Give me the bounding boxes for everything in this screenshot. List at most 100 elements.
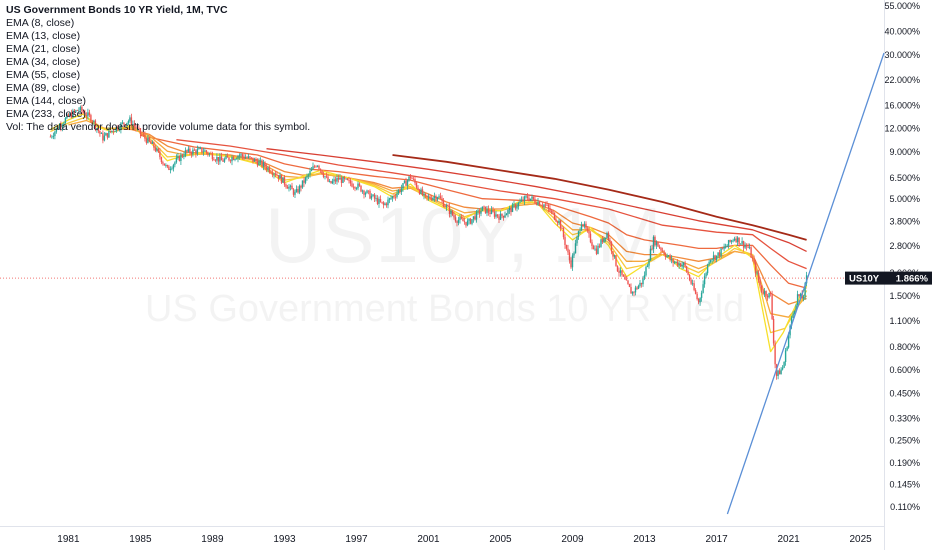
candle-body — [93, 120, 95, 122]
candle-body — [339, 177, 341, 180]
candle-body — [136, 127, 139, 129]
candle-body — [769, 292, 772, 294]
candle-body — [186, 150, 188, 152]
candle-body — [370, 195, 373, 199]
candle-body — [556, 221, 559, 223]
candle-body — [585, 223, 587, 229]
candle-body — [688, 274, 691, 280]
candle-body — [288, 186, 290, 189]
candle-body — [210, 153, 212, 155]
candle-body — [525, 196, 527, 198]
candle-body — [351, 183, 353, 187]
candle-body — [561, 228, 563, 229]
candle-body — [744, 245, 746, 248]
candle-body — [175, 158, 178, 163]
legend-ema-21[interactable]: EMA (21, close) — [6, 43, 81, 55]
candle-body — [195, 150, 197, 154]
candle-body — [330, 181, 332, 184]
legend-ema-13[interactable]: EMA (13, close) — [6, 30, 81, 42]
candle-body — [705, 273, 707, 277]
candle-body — [423, 193, 425, 196]
legend-ema-89[interactable]: EMA (89, close) — [6, 82, 81, 94]
candle-body — [382, 202, 385, 205]
candle-body — [573, 253, 575, 256]
candle-body — [102, 133, 104, 141]
ema-line-8[interactable] — [392, 154, 807, 241]
candle-body — [421, 189, 424, 196]
candle-body — [678, 263, 680, 266]
candle-body — [396, 193, 398, 197]
candle-body — [216, 157, 218, 161]
candle-body — [132, 124, 134, 125]
candle-body — [520, 199, 523, 202]
candle-body — [786, 347, 788, 351]
candle-body — [486, 209, 488, 214]
legend-ema-55[interactable]: EMA (55, close) — [6, 69, 81, 81]
candle-body — [502, 215, 505, 218]
candle-body — [757, 272, 760, 281]
candle-body — [553, 212, 556, 220]
candle-body — [397, 190, 400, 194]
candle-body — [529, 198, 532, 201]
legend-ema-233[interactable]: EMA (233, close) — [6, 108, 86, 120]
trendline[interactable] — [726, 52, 885, 515]
candle-body — [54, 131, 56, 136]
candle-body — [94, 120, 97, 129]
candle-body — [426, 195, 428, 197]
legend-title[interactable]: US Government Bonds 10 YR Yield, 1M, TVC — [6, 4, 228, 16]
candle-body — [595, 248, 598, 254]
candle-body — [169, 169, 172, 170]
candle-body — [417, 187, 419, 190]
candle-body — [610, 242, 613, 252]
candle-body — [466, 220, 469, 226]
current-price-tag[interactable]: US10Y 1.866% — [845, 271, 932, 285]
candle-body — [676, 261, 679, 266]
candle-body — [504, 215, 506, 218]
legend-ema-34[interactable]: EMA (34, close) — [6, 56, 81, 68]
candle-body — [568, 252, 571, 261]
candle-body — [618, 271, 620, 273]
candle-body — [712, 255, 715, 260]
candle-body — [541, 205, 544, 207]
candle-body — [798, 294, 800, 296]
candle-body — [193, 149, 196, 151]
candle-body — [762, 292, 764, 294]
legend-ema-144[interactable]: EMA (144, close) — [6, 95, 86, 107]
candle-body — [148, 137, 151, 142]
candle-body — [649, 248, 652, 261]
candle-body — [718, 252, 721, 256]
candle-body — [334, 179, 337, 182]
candle-body — [537, 201, 539, 205]
ema-line-7[interactable] — [266, 148, 807, 252]
candle-body — [378, 199, 380, 204]
candle-body — [621, 270, 623, 275]
candle-body — [523, 196, 526, 202]
candle-body — [745, 245, 748, 247]
candle-body — [255, 159, 257, 162]
ema-line-1[interactable] — [50, 113, 808, 353]
price-axis-tick-label: 0.450% — [889, 388, 920, 398]
legend-ema-8[interactable]: EMA (8, close) — [6, 17, 75, 29]
candle-body — [711, 259, 713, 261]
time-axis-tick-label: 2013 — [633, 534, 656, 545]
candle-body — [367, 190, 370, 192]
candle-body — [357, 183, 359, 189]
ema-line-6[interactable] — [176, 139, 807, 270]
candle-body — [376, 198, 379, 204]
candle-body — [514, 204, 517, 209]
candle-body — [204, 150, 206, 152]
candle-body — [166, 165, 169, 167]
candle-body — [778, 370, 781, 375]
candle-body — [709, 260, 712, 263]
candle-body — [88, 112, 91, 116]
candle-body — [276, 174, 278, 176]
candle-body — [207, 152, 209, 155]
candle-body — [459, 217, 461, 220]
candle-body — [475, 211, 478, 220]
candle-body — [535, 202, 538, 205]
candle-body — [120, 123, 122, 130]
candle-body — [67, 114, 70, 116]
price-axis-tick-label: 1.100% — [889, 316, 920, 326]
candle-body — [691, 283, 694, 285]
